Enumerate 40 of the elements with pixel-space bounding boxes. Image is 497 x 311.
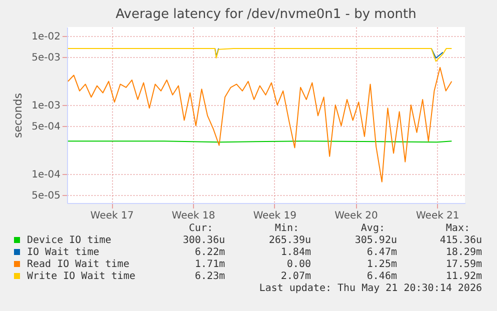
text: 305.92u [354, 235, 397, 246]
text: 0.00 [286, 259, 311, 270]
y-tick-label: 5e-03 [32, 52, 60, 64]
text: 265.39u [268, 235, 311, 246]
text: 6.46m [366, 271, 397, 282]
text: Cur: [188, 223, 213, 234]
text: Max: [446, 223, 470, 234]
y-axis-title: seconds [12, 92, 25, 138]
legend-label: Write IO Wait time [27, 271, 136, 282]
y-tick-label: 5e-05 [32, 190, 60, 202]
legend-label: IO Wait time [27, 247, 100, 258]
text: 17.59m [446, 259, 482, 270]
text: 18.29m [446, 247, 482, 258]
text: 300.36u [182, 235, 225, 246]
y-tick-label: 1e-02 [32, 31, 60, 42]
chart-title: Average latency for /dev/nvme0n1 - by month [116, 7, 416, 22]
text: Avg: [360, 223, 385, 234]
legend-label: Device IO time [27, 235, 112, 246]
x-tick-label: Week 17 [90, 210, 134, 222]
x-tick-label: Week 18 [172, 210, 216, 222]
text: 1.84m [280, 247, 311, 258]
text: 1.25m [366, 259, 397, 270]
text: Last update: Thu May 21 20:30:14 2026 [259, 283, 482, 294]
y-tick-label: 1e-03 [32, 100, 60, 112]
y-tick-label: 1e-04 [32, 170, 60, 181]
text: 11.92m [446, 271, 482, 282]
text: 1.71m [194, 259, 225, 270]
text: 6.23m [194, 271, 225, 282]
text: 415.36u [440, 235, 482, 246]
x-tick-label: Week 19 [253, 210, 297, 222]
line-series [67, 48, 452, 62]
x-tick-label: Week 21 [416, 210, 460, 222]
text: 6.47m [366, 247, 397, 258]
text: 6.22m [194, 247, 225, 258]
legend-label: Read IO Wait time [27, 259, 130, 270]
x-tick-label: Week 20 [334, 210, 378, 222]
text: Min: [274, 223, 299, 234]
y-tick-label: 5e-04 [32, 121, 60, 132]
line-series [67, 66, 452, 182]
text: 2.07m [280, 271, 311, 282]
